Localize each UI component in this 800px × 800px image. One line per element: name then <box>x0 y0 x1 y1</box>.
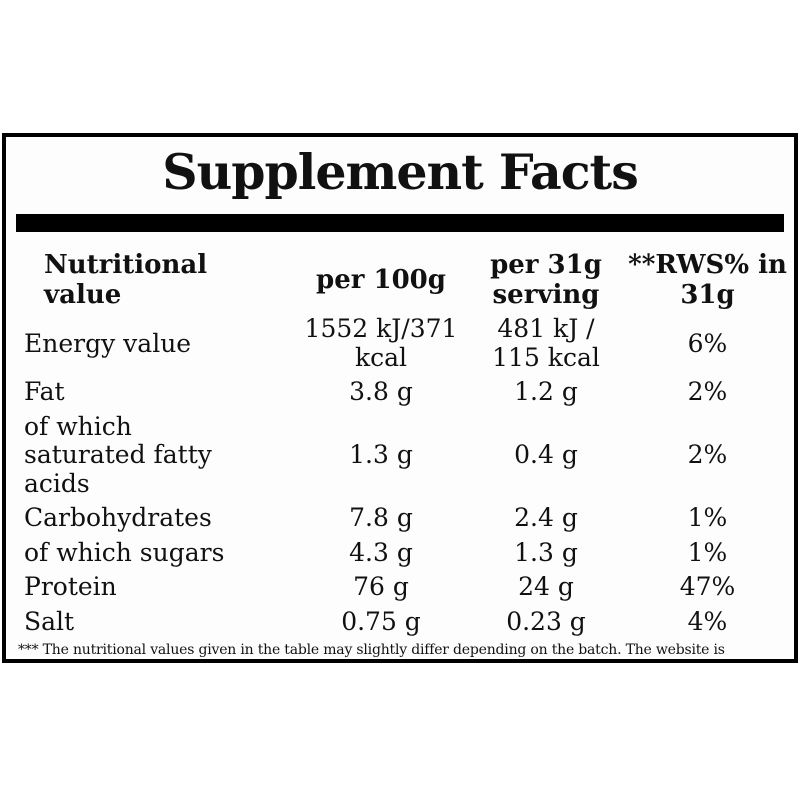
row-rws: 1% <box>687 537 728 567</box>
row-per-serving: 0.4 g <box>514 440 578 470</box>
row-per-serving: 24 g <box>518 572 574 602</box>
row-rws: 2% <box>687 377 728 407</box>
table-row-fat: Fat 3.8 g 1.2 g 2% <box>6 375 794 410</box>
title-divider-bar <box>16 214 784 232</box>
table-row-energy: Energy value 1552 kJ/371 kcal 481 kJ / 1… <box>6 312 794 375</box>
row-label: Salt <box>24 606 75 636</box>
row-per-100g: 3.8 g <box>349 377 413 407</box>
row-per-100g: 76 g <box>353 572 409 602</box>
row-rws: 4% <box>687 606 728 636</box>
table-row-sugars: of which sugars 4.3 g 1.3 g 1% <box>6 536 794 571</box>
row-per-100g: 4.3 g <box>349 537 413 567</box>
row-per-serving: 1.3 g <box>514 537 578 567</box>
row-label: Protein <box>24 572 117 602</box>
row-label: of which saturated fatty acids <box>24 411 212 498</box>
row-rws: 47% <box>679 572 736 602</box>
row-rws: 6% <box>687 328 728 358</box>
supplement-facts-label: Supplement Facts Nutritional value per 1… <box>2 133 798 663</box>
table-row-saturated-fat: of which saturated fatty acids 1.3 g 0.4… <box>6 410 794 502</box>
row-label: Carbohydrates <box>24 503 212 533</box>
header-per-serving: per 31g serving <box>490 250 602 310</box>
footnotes-section: *** The nutritional values given in the … <box>18 642 784 659</box>
table-row-protein: Protein 76 g 24 g 47% <box>6 570 794 605</box>
row-per-100g: 7.8 g <box>349 503 413 533</box>
row-label: Fat <box>24 377 65 407</box>
table-header-row: Nutritional value per 100g per 31g servi… <box>6 249 794 312</box>
row-per-100g: 1.3 g <box>349 440 413 470</box>
row-per-serving: 2.4 g <box>514 503 578 533</box>
row-label: Energy value <box>24 328 192 358</box>
header-rws: **RWS% in 31g <box>628 250 787 310</box>
table-row-carbohydrates: Carbohydrates 7.8 g 2.4 g 1% <box>6 501 794 536</box>
row-per-100g: 0.75 g <box>341 606 421 636</box>
table-row-salt: Salt 0.75 g 0.23 g 4% <box>6 605 794 640</box>
header-nutritional-value: Nutritional value <box>44 250 208 310</box>
row-label: of which sugars <box>24 537 225 567</box>
header-per-100g: per 100g <box>316 264 446 295</box>
row-per-100g: 1552 kJ/371 kcal <box>304 314 458 372</box>
label-title: Supplement Facts <box>162 143 639 201</box>
footnote-batch-disclaimer: *** The nutritional values given in the … <box>18 642 725 659</box>
row-rws: 2% <box>687 440 728 470</box>
nutrition-table: Nutritional value per 100g per 31g servi… <box>6 249 794 639</box>
row-per-serving: 0.23 g <box>506 606 586 636</box>
row-rws: 1% <box>687 503 728 533</box>
row-per-serving: 1.2 g <box>514 377 578 407</box>
row-per-serving: 481 kJ / 115 kcal <box>492 314 600 372</box>
